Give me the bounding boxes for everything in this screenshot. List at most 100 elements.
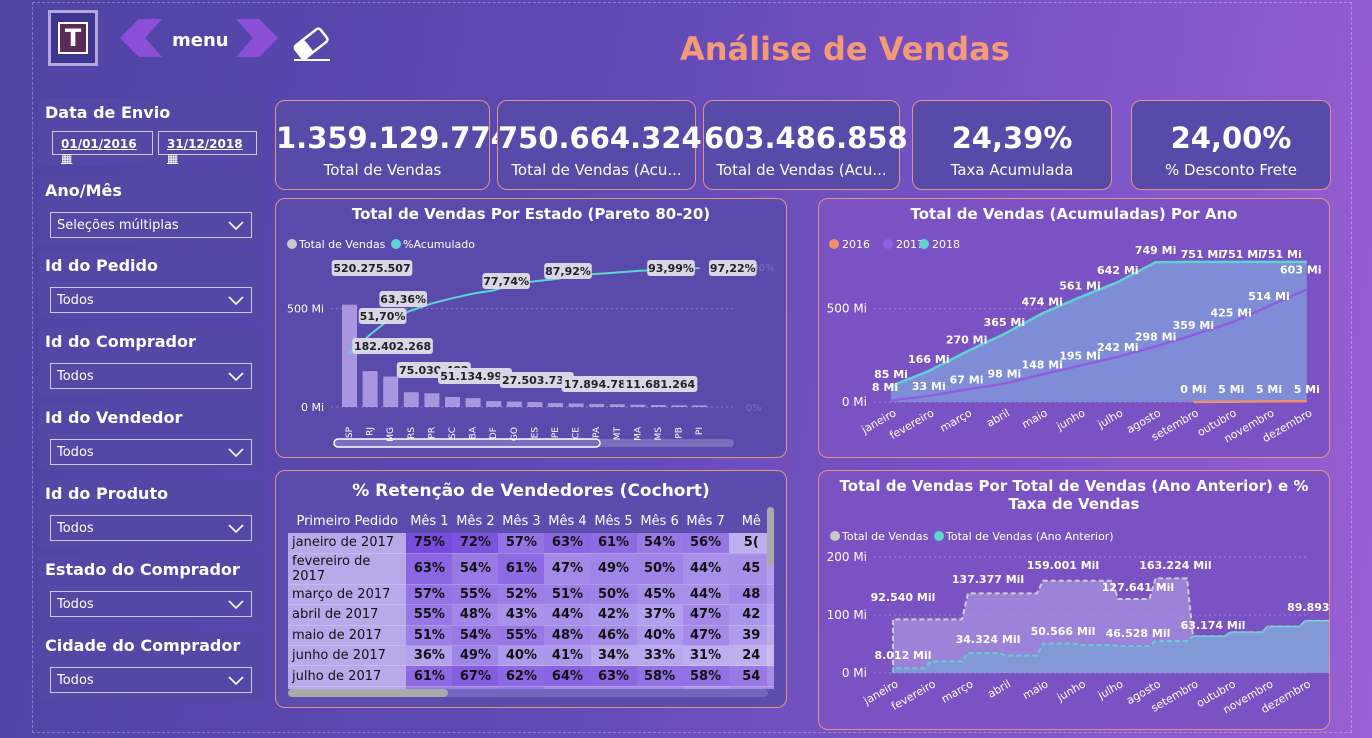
chevron-down-icon xyxy=(228,524,244,534)
x-tick-label: julho xyxy=(1095,677,1126,702)
filter-dropdown[interactable]: Todos xyxy=(50,439,252,465)
data-label-2017: 242 Mi xyxy=(1097,341,1139,354)
retention-cell: 44% xyxy=(682,553,729,585)
pct-data-label: 93,99% xyxy=(648,262,694,275)
dropdown-value: Todos xyxy=(57,597,94,612)
data-label-2018: 474 Mi xyxy=(1021,296,1063,309)
x-tick-label: BA xyxy=(469,426,479,439)
table-row[interactable]: junho de 2017 36% 49% 40% 41% 34% 33% 31% 24 xyxy=(288,645,774,667)
column-header[interactable]: Mês 1 xyxy=(410,513,449,529)
chart-title: Total de Vendas Por Total de Vendas (Ano… xyxy=(839,477,1309,513)
row-label: março de 2017 xyxy=(288,584,407,606)
data-label: 92.540 Mil xyxy=(871,591,936,604)
data-label: 137.377 Mil xyxy=(952,573,1024,586)
column-header[interactable]: Mês 7 xyxy=(686,513,725,529)
table-row[interactable]: fevereiro de 2017 63% 54% 61% 47% 49% 50% 44% 45 xyxy=(288,553,774,585)
legend-swatch xyxy=(830,531,840,541)
retention-cell: 57% xyxy=(406,584,453,606)
data-label-2018: 166 Mi xyxy=(908,353,950,366)
column-header[interactable]: Mês 6 xyxy=(640,513,679,529)
cohort-table[interactable]: Primeiro Pedido Mês 1 Mês 2 Mês 3 Mês 4 Mês 5… xyxy=(288,509,774,689)
eraser-icon[interactable] xyxy=(290,26,332,64)
column-header[interactable]: Mê xyxy=(741,513,761,529)
legend-swatch xyxy=(934,531,944,541)
pct-data-label: 77,74% xyxy=(483,275,529,288)
bar xyxy=(506,401,522,407)
menu-label[interactable]: menu xyxy=(172,30,229,51)
data-label-2018: 85 Mi xyxy=(874,368,908,381)
start-date-input[interactable]: 01/01/2016 ▦ xyxy=(52,131,153,165)
table-row[interactable]: julho de 2017 61% 67% 62% 64% 63% 58% 58% 54 xyxy=(288,665,774,687)
data-label-2017: 425 Mi xyxy=(1210,307,1252,320)
kpi-total-vendas-acum-2017: 603.486.858 Total de Vendas (Acu... xyxy=(703,100,908,190)
bar-data-label: 182.402.268 xyxy=(354,340,431,353)
x-tick-label: ES xyxy=(530,427,540,439)
retention-cell: 47% xyxy=(544,553,591,585)
retention-cell: 54 xyxy=(728,665,774,687)
table-row[interactable]: agosto de 201753%51%55%48%48%47%40%46 xyxy=(288,686,774,689)
filter-slicer: Cidade do Comprador Todos xyxy=(39,631,263,699)
bar xyxy=(630,404,646,407)
table-row[interactable]: março de 2017 57% 55% 52% 51% 50% 45% 44% 48 xyxy=(288,584,774,606)
column-header[interactable]: Primeiro Pedido xyxy=(296,513,398,529)
horizontal-scrollbar[interactable] xyxy=(288,689,768,697)
end-date-input[interactable]: 31/12/2018 ▦ xyxy=(158,131,257,165)
table-row[interactable]: abril de 2017 55% 48% 43% 44% 42% 37% 47% 42 xyxy=(288,604,774,626)
row-label: janeiro de 2017 xyxy=(288,533,407,554)
data-label-box xyxy=(561,376,636,392)
column-header[interactable]: Mês 4 xyxy=(548,513,587,529)
filter-dropdown[interactable]: Todos xyxy=(50,287,252,313)
table-row[interactable]: maio de 2017 51% 54% 55% 48% 46% 40% 47% 39 xyxy=(288,625,774,647)
x-tick-label: MS xyxy=(654,427,664,441)
data-label-2017: 98 Mi xyxy=(987,368,1021,381)
filter-dropdown[interactable]: Todos xyxy=(50,591,252,617)
app-logo[interactable]: T xyxy=(48,10,98,66)
data-label-2016: 5 Mi xyxy=(1218,383,1244,396)
column-header[interactable]: Mês 3 xyxy=(502,513,541,529)
filter-dropdown[interactable]: Todos xyxy=(50,363,252,389)
filter-dropdown[interactable]: Todos xyxy=(50,515,252,541)
retention-cell: 75% xyxy=(406,533,453,554)
line-total-vendas xyxy=(892,577,1329,673)
filter-dropdown[interactable]: Seleções múltiplas xyxy=(50,212,252,238)
x-tick-label: PE xyxy=(551,427,561,438)
x-tick-label: MT xyxy=(613,427,623,441)
filter-dropdown[interactable]: Todos xyxy=(50,667,252,693)
x-tick-label: GO xyxy=(510,427,520,441)
bar xyxy=(445,396,460,407)
chevron-down-icon xyxy=(228,296,244,306)
table-row[interactable]: janeiro de 2017 75% 72% 57% 63% 61% 54% 56% 5( xyxy=(288,533,774,554)
chart-title: Total de Vendas Por Estado (Pareto 80-20… xyxy=(351,205,711,223)
data-label-2017: 603 Mi xyxy=(1280,263,1322,276)
x-tick-label: SP xyxy=(345,426,355,438)
yoy-chart[interactable]: Total de Vendas Total de Vendas (Ano Ante… xyxy=(819,471,1329,729)
pareto-chart[interactable]: Total de Vendas %Acumulado 500 Mi 0 Mi 100% 0… xyxy=(276,199,786,457)
vertical-scrollbar[interactable] xyxy=(767,507,774,687)
data-label-2018: 642 Mi xyxy=(1097,264,1139,277)
column-header[interactable]: Mês 5 xyxy=(594,513,633,529)
retention-cell: 51% xyxy=(452,686,499,689)
retention-cell: 42 xyxy=(728,604,774,626)
x-tick-label: julho xyxy=(1095,406,1126,431)
retention-cell: 44% xyxy=(682,584,729,606)
data-label-2018: 749 Mi xyxy=(1135,244,1177,257)
data-label-box xyxy=(499,372,574,388)
data-label-box xyxy=(709,260,757,276)
x-tick-label: março xyxy=(939,677,976,706)
horizontal-scrollbar xyxy=(334,439,734,447)
retention-cell: 63% xyxy=(406,553,453,585)
retention-cell: 62% xyxy=(498,665,545,687)
x-tick-label: abril xyxy=(984,406,1012,429)
line-2016 xyxy=(1193,399,1307,404)
filter-slicer: Id do Comprador Todos xyxy=(39,327,263,395)
column-header[interactable]: Mês 2 xyxy=(456,513,495,529)
data-label-box xyxy=(482,273,530,289)
bar xyxy=(486,401,502,407)
data-label-box xyxy=(358,308,407,324)
retention-cell: 53% xyxy=(406,686,453,689)
data-label-box xyxy=(623,376,698,392)
y-tick-label: 0 Mi xyxy=(842,395,867,409)
row-label: julho de 2017 xyxy=(288,665,407,687)
retention-cell: 31% xyxy=(682,645,729,667)
